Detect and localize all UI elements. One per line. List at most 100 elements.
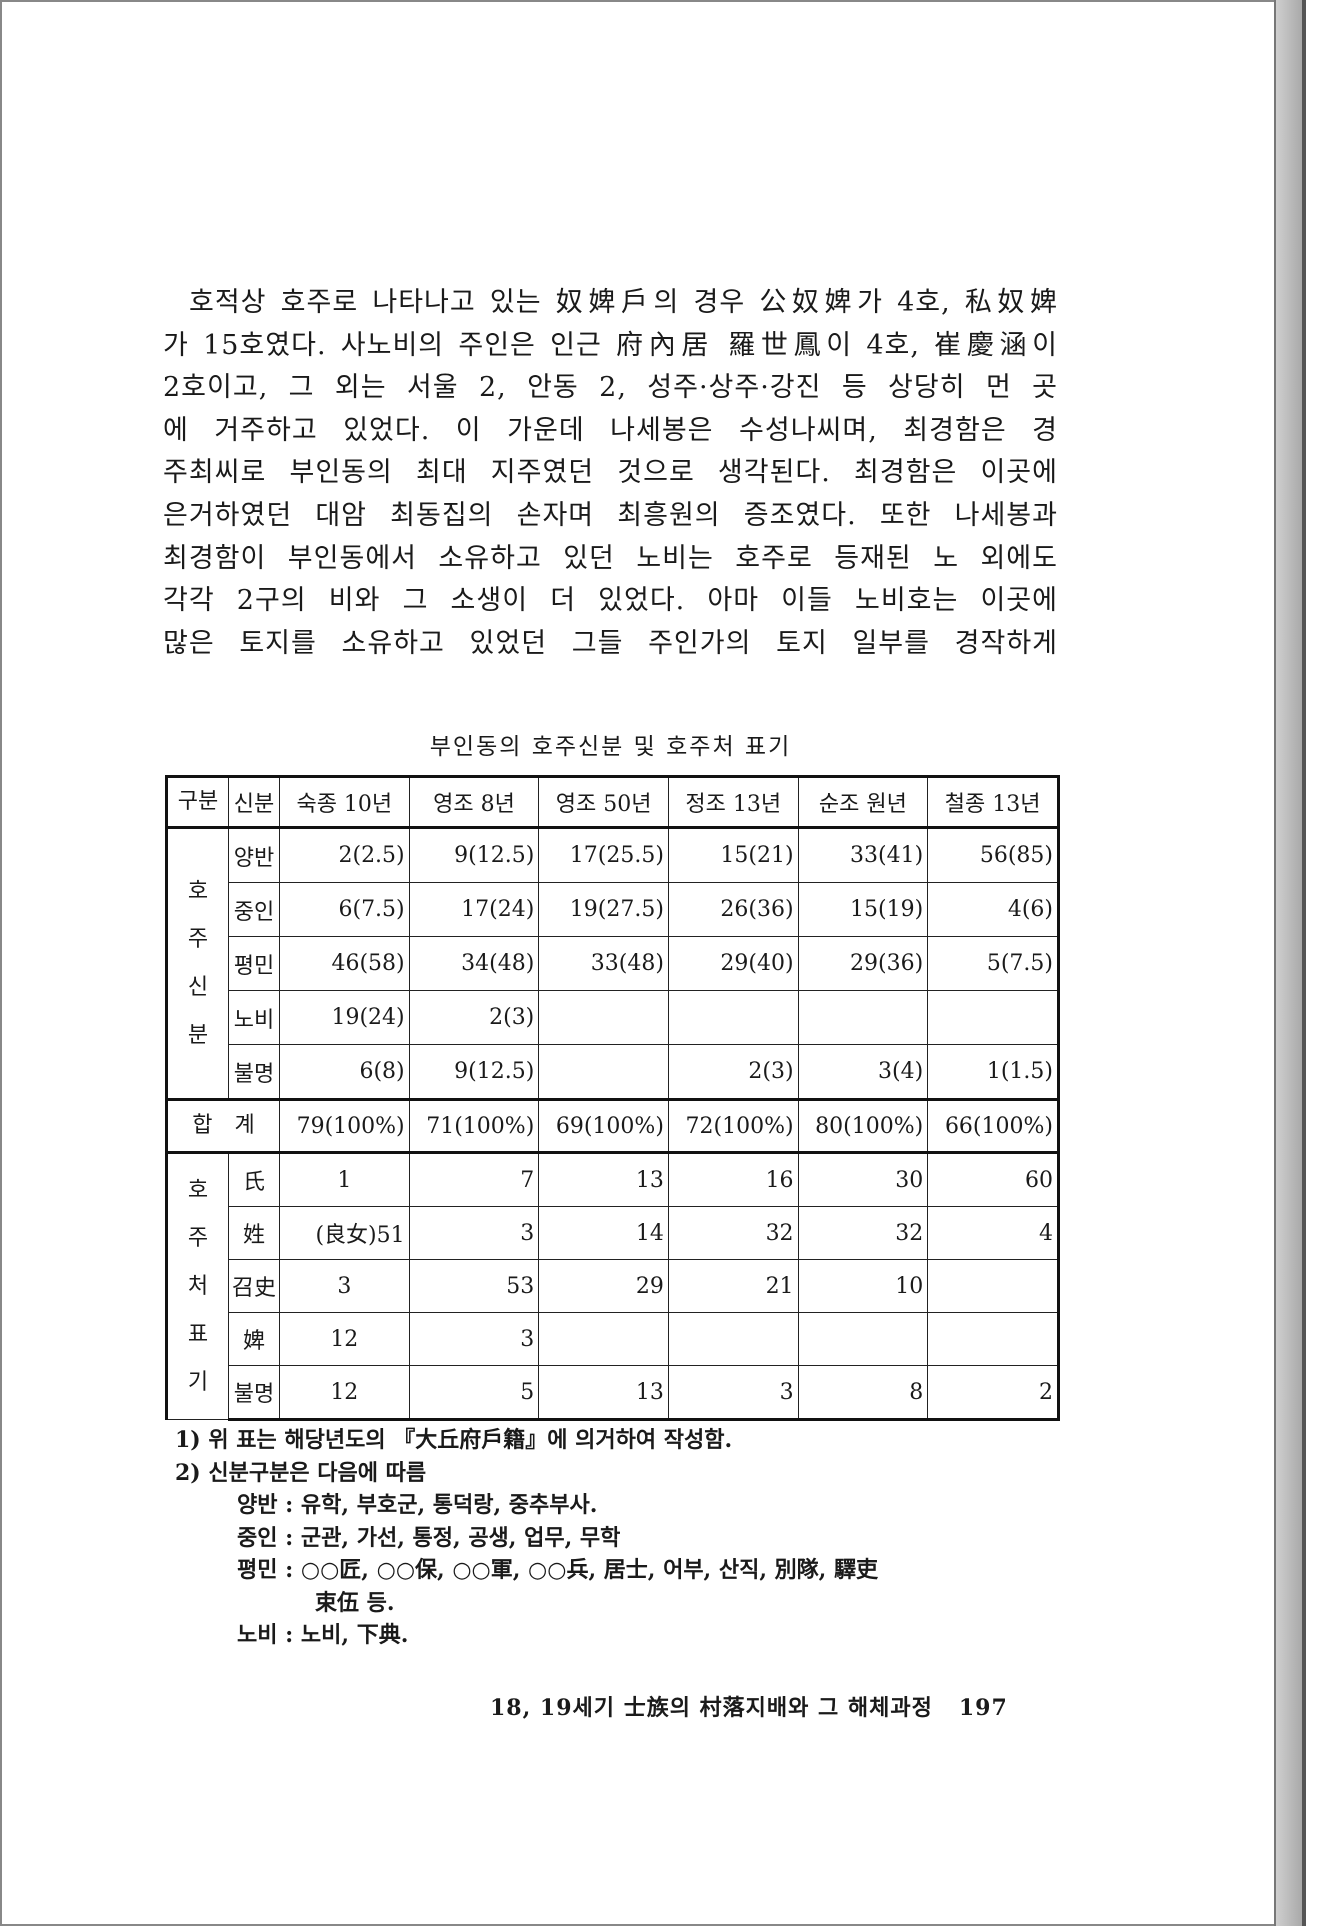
table-cell: 12: [279, 1312, 410, 1366]
table-row: 불명 6(8) 9(12.5) 2(3) 3(4) 1(1.5): [167, 1044, 1060, 1100]
table-cell: 29(36): [797, 936, 929, 991]
row-label: 氏: [228, 1152, 280, 1207]
column-header: 신분: [228, 775, 280, 829]
body-line: 은거하였던 대암 최동집의 손자며 최흥원의 증조였다. 또한 나세봉과: [163, 499, 1058, 531]
page-footer: 18, 19세기 士族의 村落지배와 그 해체과정 197: [490, 1690, 1008, 1722]
table-row: 호 주 처 표 기 氏 1 7 13 16 30 60: [165, 1152, 1060, 1420]
table-cell: 3: [408, 1312, 540, 1366]
table-notes: 1) 위 표는 해당년도의 『大丘府戶籍』에 의거하여 작성함. 2) 신분구분…: [175, 1424, 878, 1652]
column-header: 영조 8년: [408, 775, 540, 829]
body-line: 호적상 호주로 나타나고 있는 奴婢戶의 경우 公奴婢가 4호, 私奴婢: [189, 287, 1058, 318]
body-line: 주최씨로 부인동의 최대 지주였던 것으로 생각된다. 최경함은 이곳에: [163, 457, 1058, 489]
table-cell: 53: [408, 1259, 540, 1313]
note-1: 1) 위 표는 해당년도의 『大丘府戶籍』에 의거하여 작성함.: [175, 1427, 733, 1453]
table-row: 불명 12 5 13 3 8 2: [167, 1365, 1060, 1421]
table-cell: 1(1.5): [927, 1044, 1060, 1100]
table-cell: [538, 1312, 669, 1366]
table-cell: 34(48): [408, 936, 540, 991]
header-row: 구분 신분 숙종 10년 영조 8년 영조 50년 정조 13년 순조 원년 철종 13년: [165, 775, 1060, 829]
table-cell: 15(21): [667, 827, 799, 883]
body-line: 각각 2구의 비와 그 소생이 더 있었다. 아마 이들 노비호는 이곳에: [163, 585, 1058, 617]
book-spine-line: [1302, 0, 1306, 1926]
body-paragraph: 호적상 호주로 나타나고 있는 奴婢戶의 경우 公奴婢가 4호, 私奴婢 가 15…: [163, 282, 1058, 665]
total-cell: 69(100%): [538, 1098, 669, 1154]
group-label-char: 호: [187, 878, 209, 904]
body-line: 에 거주하고 있었다. 이 가운데 나세봉은 수성나씨며, 최경함은 경: [163, 414, 1058, 446]
table-cell: 10: [797, 1259, 929, 1313]
table-title: 부인동의 호주신분 및 호주처 표기: [429, 734, 792, 760]
book-page-edge: [1274, 0, 1302, 1926]
table-cell: 46(58): [279, 936, 410, 991]
group-label-char: 주: [187, 926, 209, 952]
table-cell: 16: [667, 1152, 799, 1207]
row-label: 양반: [228, 827, 280, 883]
table-cell: 32: [667, 1206, 799, 1260]
total-row: 합 계 79(100%) 71(100%) 69(100%) 72(100%) 80(10…: [165, 1098, 1060, 1154]
column-header: 영조 50년: [538, 775, 669, 829]
row-label: 중인: [228, 882, 280, 937]
page-number: 197: [958, 1695, 1008, 1721]
table-cell: 8: [797, 1365, 929, 1421]
row-label: 姓: [228, 1206, 280, 1260]
column-header: 구분: [165, 775, 229, 829]
table-cell: 14: [538, 1206, 669, 1260]
table-cell: 1: [279, 1152, 410, 1207]
table-cell: 12: [279, 1365, 410, 1421]
table-row: 호 주 신 분 양반 2(2.5) 9(12.5) 17(25.5) 15(21) 33(41) 5…: [165, 827, 1060, 1100]
table-cell: (良女)51: [279, 1206, 410, 1260]
table-row: 婢 12 3: [167, 1312, 1060, 1366]
body-line: 많은 토지를 소유하고 있었던 그들 주인가의 토지 일부를 경작하게: [163, 627, 1058, 659]
total-cell: 80(100%): [797, 1098, 929, 1154]
running-title: 18, 19세기 士族의 村落지배와 그 해체과정: [490, 1695, 933, 1721]
table-cell: 2: [927, 1365, 1060, 1421]
table-cell: 17(24): [408, 882, 540, 937]
table-cell: [667, 990, 799, 1045]
table-row: 중인 6(7.5) 17(24) 19(27.5) 26(36) 15(19) 4(6): [167, 882, 1060, 937]
table-cell: [538, 1044, 669, 1100]
table-cell: 13: [538, 1152, 669, 1207]
table-cell: [538, 990, 669, 1045]
row-label: 불명: [228, 1365, 280, 1421]
table-cell: 9(12.5): [408, 1044, 540, 1100]
table-row: 평민 46(58) 34(48) 33(48) 29(40) 29(36) 5(7.5): [167, 936, 1060, 991]
table-cell: 13: [538, 1365, 669, 1421]
note-jungin: 중인 : 군관, 가선, 통정, 공생, 업무, 무학: [237, 1524, 621, 1551]
row-label: 婢: [228, 1312, 280, 1366]
table-cell: 29: [538, 1259, 669, 1313]
table-cell: [927, 990, 1060, 1045]
table-row: 노비 19(24) 2(3): [167, 990, 1060, 1045]
table-cell: 17(25.5): [538, 827, 669, 883]
group-label-char: 주: [187, 1225, 209, 1251]
total-cell: 72(100%): [667, 1098, 799, 1154]
table-cell: 56(85): [927, 827, 1060, 883]
note-yangban: 양반 : 유학, 부호군, 통덕랑, 중추부사.: [237, 1492, 598, 1518]
group-label-char: 분: [187, 1022, 209, 1048]
table-cell: 7: [408, 1152, 540, 1207]
table-cell: [797, 990, 929, 1045]
data-table: 구분 신분 숙종 10년 영조 8년 영조 50년 정조 13년 순조 원년 철종 13년 호 주…: [165, 775, 1060, 1421]
table-cell: 33(48): [538, 936, 669, 991]
table-cell: 30: [797, 1152, 929, 1207]
column-header: 철종 13년: [927, 775, 1060, 829]
table-cell: 5(7.5): [927, 936, 1060, 991]
table-cell: 19(27.5): [538, 882, 669, 937]
table-cell: 4: [927, 1206, 1060, 1260]
table-cell: [797, 1312, 929, 1366]
total-cell: 71(100%): [408, 1098, 540, 1154]
body-line: 가 15호였다. 사노비의 주인은 인근 府內居 羅世鳳이 4호, 崔慶涵이: [163, 329, 1058, 361]
row-label: 평민: [228, 936, 280, 991]
table-cell: 3: [279, 1259, 410, 1313]
table-cell: 9(12.5): [408, 827, 540, 883]
table-cell: [927, 1312, 1060, 1366]
table-cell: 19(24): [279, 990, 410, 1045]
row-label: 노비: [228, 990, 280, 1045]
table-cell: 3: [667, 1365, 799, 1421]
table-row: 召史 3 53 29 21 10: [167, 1259, 1060, 1313]
column-header: 순조 원년: [797, 775, 929, 829]
row-label: 召史: [228, 1259, 280, 1313]
table-cell: 26(36): [667, 882, 799, 937]
table-cell: 33(41): [797, 827, 929, 883]
page-border: [0, 0, 1274, 1926]
